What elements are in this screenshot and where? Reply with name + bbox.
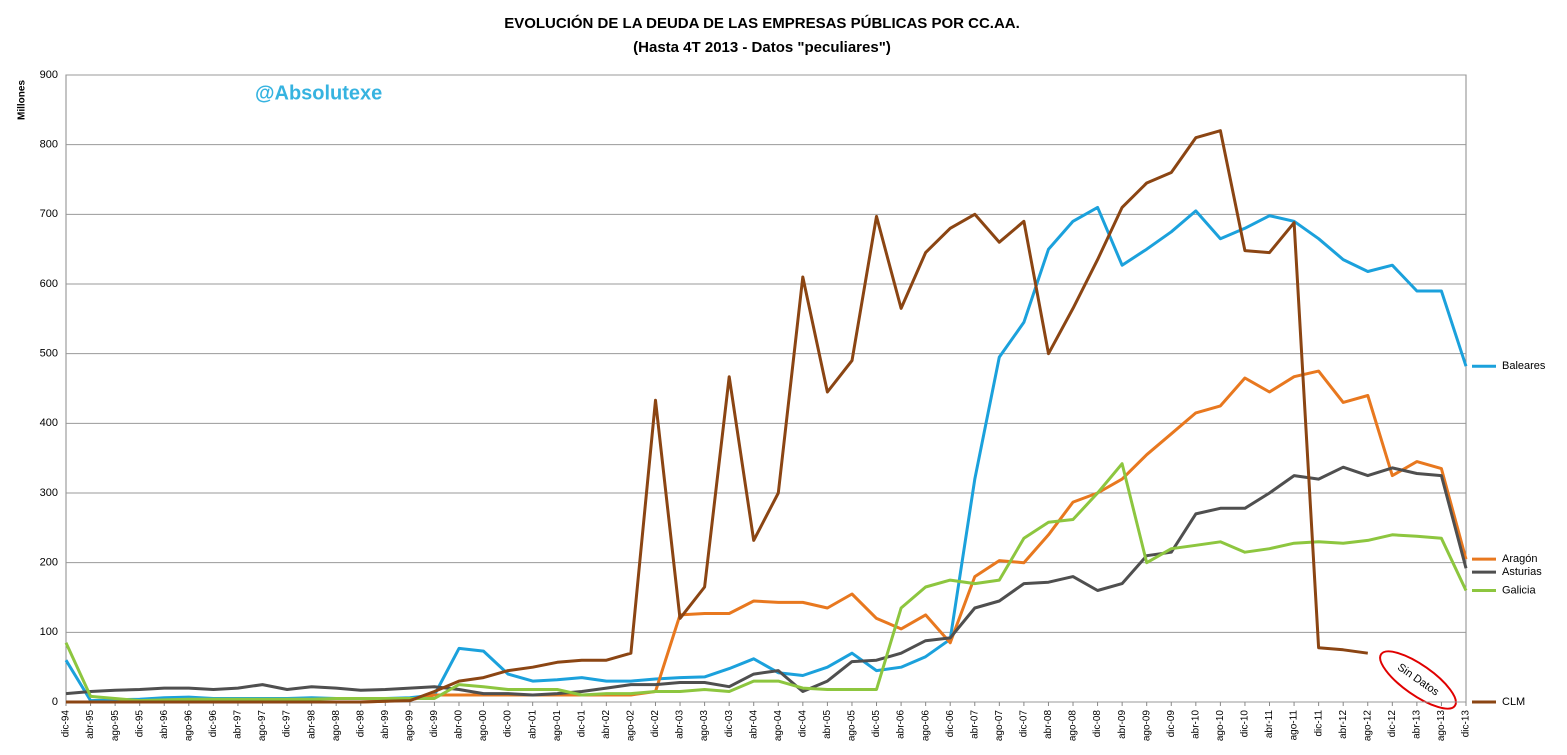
- annotation-ellipse: [1379, 650, 1457, 710]
- x-tick-label: ago-95: [110, 710, 121, 742]
- x-tick-label: abr-02: [601, 710, 612, 739]
- x-tick-label: dic-94: [61, 710, 72, 738]
- x-tick-label: abr-09: [1117, 710, 1128, 739]
- x-tick-label: abr-10: [1190, 710, 1201, 739]
- series-line: [65, 465, 1468, 697]
- x-tick-label: abr-96: [159, 710, 170, 739]
- y-tick-label: 0: [52, 696, 58, 708]
- y-tick-label: 100: [40, 626, 58, 638]
- x-tick-label: dic-05: [871, 710, 882, 738]
- x-tick-label: ago-06: [920, 710, 931, 742]
- x-tick-label: dic-04: [797, 710, 808, 738]
- x-tick-label: dic-98: [355, 710, 366, 738]
- x-tick-label: ago-98: [331, 710, 342, 742]
- chart-subtitle: (Hasta 4T 2013 - Datos "peculiares"): [633, 39, 891, 56]
- x-tick-label: dic-03: [724, 710, 735, 738]
- y-tick-label: 200: [40, 557, 58, 569]
- x-tick-label: ago-11: [1289, 710, 1300, 741]
- y-tick-label: 300: [40, 487, 58, 499]
- x-tick-label: ago-08: [1068, 710, 1079, 742]
- legend-label: Asturias: [1502, 566, 1542, 578]
- y-tick-label: 700: [40, 208, 58, 220]
- x-tick-label: dic-96: [208, 710, 219, 738]
- legend-label: Aragón: [1502, 553, 1537, 565]
- legend-label: CLM: [1502, 696, 1525, 708]
- x-tick-label: abr-99: [380, 710, 391, 739]
- x-tick-label: ago-97: [257, 710, 268, 742]
- x-tick-label: abr-12: [1338, 710, 1349, 739]
- x-tick-label: abr-03: [675, 710, 686, 739]
- annotation-group: Sin Datos: [1379, 650, 1457, 710]
- x-tick-label: ago-13: [1436, 710, 1447, 742]
- x-tick-label: abr-98: [306, 710, 317, 739]
- y-axis-label: Millones: [17, 80, 28, 120]
- x-tick-label: dic-09: [1166, 710, 1177, 738]
- y-tick-label: 900: [40, 69, 58, 81]
- x-tick-label: abr-11: [1264, 710, 1275, 739]
- x-tick-label: ago-02: [626, 710, 637, 742]
- x-tick-label: abr-97: [233, 710, 244, 739]
- x-tick-label: ago-12: [1362, 710, 1373, 742]
- x-tick-label: dic-11: [1313, 710, 1324, 737]
- x-tick-label: dic-10: [1240, 710, 1251, 738]
- x-tick-label: ago-99: [405, 710, 416, 742]
- plot-frame: [65, 74, 1467, 703]
- y-tick-label: 800: [40, 139, 58, 151]
- series-line: [64, 205, 1468, 703]
- x-tick-label: dic-00: [503, 710, 514, 738]
- x-tick-label: abr-06: [896, 710, 907, 739]
- x-tick-label: ago-00: [478, 710, 489, 742]
- x-tick-label: ago-05: [847, 710, 858, 742]
- annotation: Sin Datos: [1395, 661, 1441, 698]
- series-line: [66, 131, 1466, 702]
- x-tick-label: ago-03: [699, 710, 710, 742]
- x-tick-label: dic-01: [576, 710, 587, 738]
- legend-label: Baleares: [1502, 360, 1546, 372]
- x-tick-label: ago-04: [773, 710, 784, 742]
- x-tick-label: ago-09: [1141, 710, 1152, 742]
- watermark: @Absolutexe: [255, 82, 382, 104]
- x-tick-label: dic-08: [1092, 710, 1103, 738]
- series-line: [66, 369, 1468, 704]
- y-tick-label: 400: [40, 417, 58, 429]
- x-tick-label: dic-99: [429, 710, 440, 738]
- x-tick-label: dic-95: [134, 710, 145, 738]
- y-tick-label: 500: [40, 348, 58, 360]
- y-tick-label: 600: [40, 278, 58, 290]
- x-tick-label: abr-95: [85, 710, 96, 739]
- x-tick-label: ago-01: [552, 710, 563, 742]
- x-tick-label: ago-96: [183, 710, 194, 742]
- x-tick-label: dic-12: [1387, 710, 1398, 738]
- x-tick-label: abr-13: [1412, 710, 1423, 739]
- x-tick-label: dic-02: [650, 710, 661, 738]
- x-tick-label: abr-01: [527, 710, 538, 739]
- x-tick-label: abr-00: [454, 710, 465, 739]
- series-line: [64, 462, 1468, 703]
- x-tick-label: dic-13: [1461, 710, 1472, 738]
- legend-label: Galicia: [1502, 584, 1537, 596]
- x-tick-label: dic-07: [1019, 710, 1030, 738]
- chart-title: EVOLUCIÓN DE LA DEUDA DE LAS EMPRESAS PÚ…: [504, 14, 1020, 32]
- x-tick-label: abr-08: [1043, 710, 1054, 739]
- x-tick-label: dic-97: [282, 710, 293, 738]
- x-tick-label: ago-10: [1215, 710, 1226, 742]
- x-tick-label: abr-04: [748, 710, 759, 739]
- x-tick-label: abr-07: [969, 710, 980, 739]
- x-tick-label: ago-07: [994, 710, 1005, 742]
- x-tick-label: abr-05: [822, 710, 833, 739]
- x-tick-label: dic-06: [945, 710, 956, 738]
